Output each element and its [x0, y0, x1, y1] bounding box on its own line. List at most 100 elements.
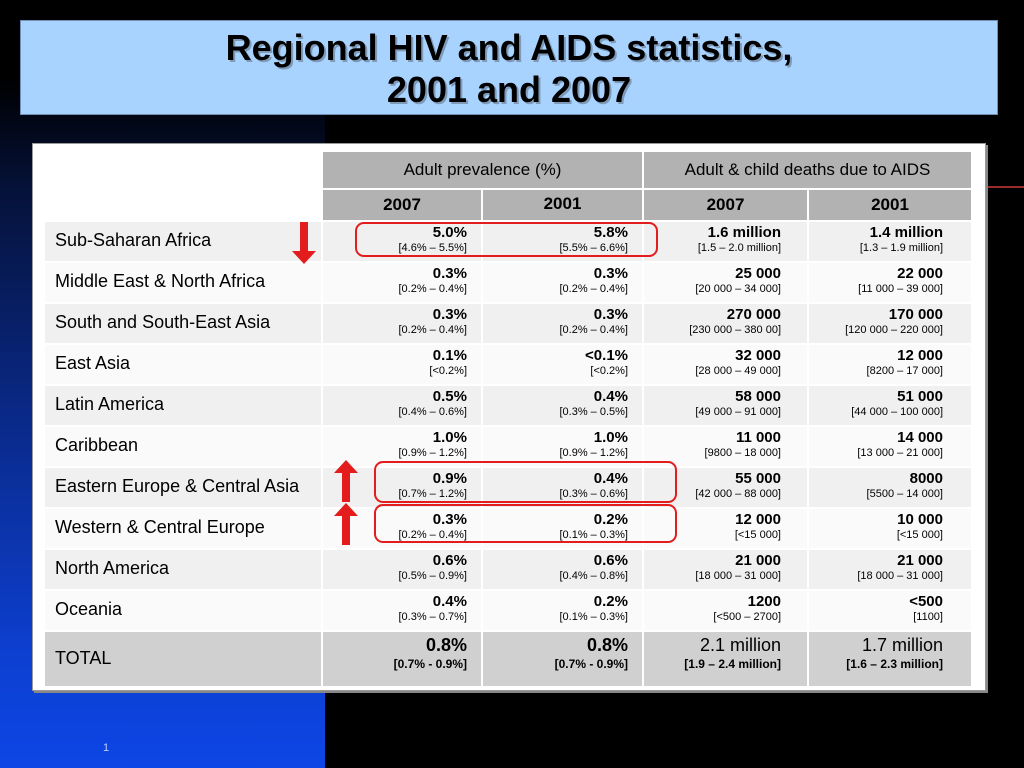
- header-year-deaths-2001: 2001: [809, 190, 971, 220]
- row-label: Sub-Saharan Africa: [45, 222, 321, 261]
- value-range: [1.9 – 2.4 million]: [684, 657, 781, 671]
- value-main: 12 000: [735, 511, 781, 528]
- table-row: Sub-Saharan Africa 5.0% [4.6% – 5.5%] 5.8%[…: [45, 222, 971, 261]
- cell-deaths-2001: 21 000 [18 000 – 31 000]: [809, 550, 971, 589]
- value-main: 0.1%: [432, 347, 467, 364]
- value-range: [0.2% – 0.4%]: [398, 529, 468, 541]
- value-range: [44 000 – 100 000]: [851, 406, 943, 418]
- value-range: [230 000 – 380 00]: [689, 324, 781, 336]
- value-main: 32 000: [735, 347, 781, 364]
- highlight-western-europe-prevalence: [374, 504, 677, 543]
- value-main: 2.1 million: [699, 635, 781, 655]
- table-row: South and South-East Asia 0.3% [0.2% – 0.4…: [45, 304, 971, 343]
- cell-prev-2001: 0.2% [0.1% – 0.3%]: [483, 591, 642, 630]
- value-range: [1100]: [913, 611, 943, 623]
- table-row: East Asia 0.1% [<0.2%] <0.1% [<0.2%] 32 000 [2…: [45, 345, 971, 384]
- value-range: [0.7% - 0.9%]: [554, 657, 628, 671]
- value-range: [11 000 – 39 000]: [858, 283, 943, 295]
- cell-prev-2007: 0.4% [0.3% – 0.7%]: [323, 591, 481, 630]
- value-range: [20 000 – 34 000]: [695, 283, 781, 295]
- row-label: South and South-East Asia: [45, 304, 321, 343]
- value-main: 8000: [909, 470, 943, 487]
- value-range: [0.5% – 0.9%]: [398, 570, 468, 582]
- cell-prev-2001: 0.4% [0.3% – 0.5%]: [483, 386, 642, 425]
- cell-deaths-2007: 1.6 million [1.5 – 2.0 million]: [644, 222, 807, 261]
- table-row: Latin America 0.5% [0.4% – 0.6%] 0.4% [0.3% …: [45, 386, 971, 425]
- value-main: 0.4%: [593, 470, 628, 487]
- value-main: 0.2%: [593, 593, 628, 610]
- value-range: [18 000 – 31 000]: [857, 570, 943, 582]
- row-label: Latin America: [45, 386, 321, 425]
- value-main: 0.3%: [593, 306, 628, 323]
- value-main: 21 000: [897, 552, 943, 569]
- row-label: Eastern Europe & Central Asia: [45, 468, 321, 507]
- header-deaths: Adult & child deaths due to AIDS: [644, 152, 971, 188]
- value-range: [5.5% – 6.6%]: [559, 242, 629, 254]
- table-row: Middle East & North Africa 0.3% [0.2% – 0.…: [45, 263, 971, 302]
- value-range: [0.7% – 1.2%]: [398, 488, 468, 500]
- cell-deaths-2001: 170 000 [120 000 – 220 000]: [809, 304, 971, 343]
- value-main: 0.3%: [432, 306, 467, 323]
- cell-deaths-2001: 51 000 [44 000 – 100 000]: [809, 386, 971, 425]
- background-accent-line: [985, 186, 1024, 188]
- highlight-eastern-europe-prevalence: [374, 461, 677, 503]
- up-arrow-icon: [334, 503, 358, 545]
- header-year-prev-2007: 2007: [323, 190, 481, 220]
- value-range: [13 000 – 21 000]: [857, 447, 943, 459]
- value-main: 0.4%: [593, 388, 628, 405]
- cell-prev-2007: 0.1% [<0.2%]: [323, 345, 481, 384]
- value-main: 1.7 million: [861, 635, 943, 655]
- value-main: 0.4%: [432, 593, 467, 610]
- value-range: [<15 000]: [734, 529, 781, 541]
- cell-deaths-2007: 25 000 [20 000 – 34 000]: [644, 263, 807, 302]
- value-range: [0.3% – 0.6%]: [559, 488, 629, 500]
- cell-deaths-2007: 58 000 [49 000 – 91 000]: [644, 386, 807, 425]
- value-main: 1.6 million: [707, 224, 781, 241]
- cell-deaths-2001: 1.4 million [1.3 – 1.9 million]: [809, 222, 971, 261]
- cell-deaths-2001: 22 000 [11 000 – 39 000]: [809, 263, 971, 302]
- header-year-deaths-2007: 2007: [644, 190, 807, 220]
- value-range: [8200 – 17 000]: [866, 365, 943, 377]
- value-range: [1.3 – 1.9 million]: [859, 242, 943, 254]
- value-range: [49 000 – 91 000]: [695, 406, 781, 418]
- row-label: Oceania: [45, 591, 321, 630]
- value-range: [<0.2%]: [590, 365, 628, 377]
- cell-prev-2001: <0.1% [<0.2%]: [483, 345, 642, 384]
- value-range: [0.9% – 1.2%]: [559, 447, 629, 459]
- value-range: [120 000 – 220 000]: [845, 324, 943, 336]
- value-main: 5.0%: [432, 224, 467, 241]
- value-main: 0.3%: [432, 265, 467, 282]
- cell-prev-2007: 0.3% [0.2% – 0.4%]: [323, 304, 481, 343]
- total-row: TOTAL 0.8% [0.7% - 0.9%] 0.8% [0.7% - 0.…: [45, 632, 971, 686]
- row-label: North America: [45, 550, 321, 589]
- row-label: Caribbean: [45, 427, 321, 466]
- value-range: [0.2% – 0.4%]: [398, 324, 468, 336]
- value-main: 0.6%: [593, 552, 628, 569]
- value-range: [1.5 – 2.0 million]: [697, 242, 781, 254]
- row-label: Middle East & North Africa: [45, 263, 321, 302]
- highlight-sub-saharan-prevalence: [355, 222, 658, 257]
- cell-deaths-2001: 14 000 [13 000 – 21 000]: [809, 427, 971, 466]
- value-main: 0.3%: [432, 511, 467, 528]
- value-range: [0.1% – 0.3%]: [559, 611, 629, 623]
- value-range: [<15 000]: [896, 529, 943, 541]
- value-main: 1.4 million: [869, 224, 943, 241]
- value-main: 58 000: [735, 388, 781, 405]
- total-cell-prev-2001: 0.8% [0.7% - 0.9%]: [483, 632, 642, 686]
- value-range: [0.7% - 0.9%]: [393, 657, 467, 671]
- group-header-row: Adult prevalence (%) Adult & child death…: [45, 152, 971, 220]
- total-cell-deaths-2007: 2.1 million [1.9 – 2.4 million]: [644, 632, 807, 686]
- cell-deaths-2007: 270 000 [230 000 – 380 00]: [644, 304, 807, 343]
- value-range: [5500 – 14 000]: [866, 488, 943, 500]
- value-main: 14 000: [897, 429, 943, 446]
- up-arrow-icon: [334, 460, 358, 502]
- value-range: [1.6 – 2.3 million]: [846, 657, 943, 671]
- value-main: 0.8%: [586, 635, 628, 655]
- slide-title: Regional HIV and AIDS statistics, 2001 a…: [20, 20, 998, 115]
- value-main: 51 000: [897, 388, 943, 405]
- cell-prev-2007: 0.3% [0.2% – 0.4%]: [323, 263, 481, 302]
- value-range: [4.6% – 5.5%]: [398, 242, 468, 254]
- cell-deaths-2001: 10 000 [<15 000]: [809, 509, 971, 548]
- title-line-1: Regional HIV and AIDS statistics,: [225, 27, 793, 68]
- value-range: [0.3% – 0.7%]: [398, 611, 468, 623]
